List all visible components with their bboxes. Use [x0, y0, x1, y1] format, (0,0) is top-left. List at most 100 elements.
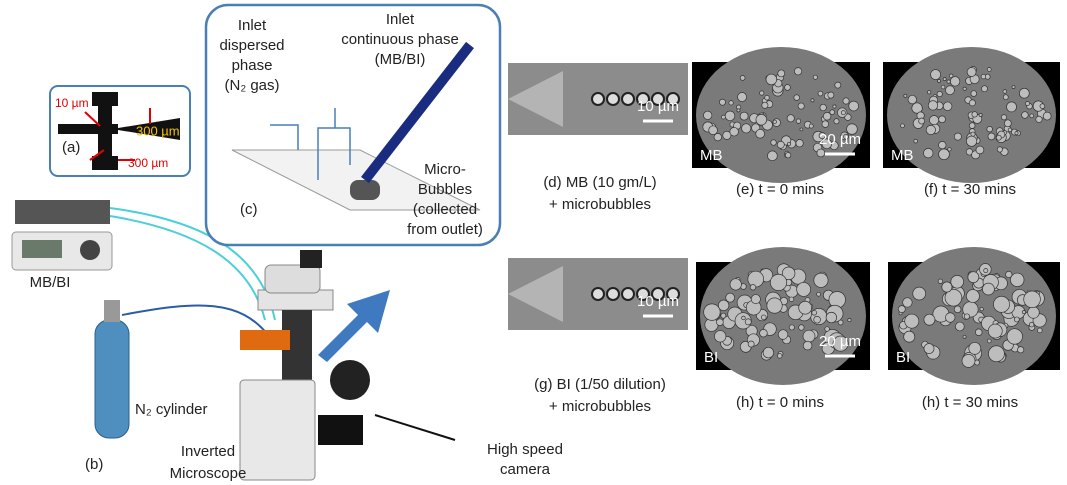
bubble: [725, 111, 735, 121]
bubble: [997, 147, 1002, 152]
bubble: [939, 141, 947, 149]
label: MB/BI: [30, 274, 71, 291]
bubble: [901, 124, 905, 128]
bubble: [981, 86, 987, 92]
bubble: [730, 279, 741, 290]
bubble: [1030, 114, 1034, 118]
bubble: [962, 354, 975, 367]
panel-label: (c): [240, 201, 258, 218]
bubble: [955, 322, 964, 331]
bubble: [950, 77, 960, 87]
bubble: [748, 341, 754, 347]
bubble: [938, 279, 943, 284]
bubble: [919, 118, 925, 124]
scale-label: 20 µm: [819, 131, 861, 148]
bubble: [817, 292, 821, 296]
image-tag: MB: [700, 147, 723, 164]
bubble: [777, 354, 782, 359]
pointer: [375, 415, 455, 440]
scale-label: 20 µm: [819, 333, 861, 350]
bubble: [798, 103, 804, 109]
bubble: [794, 68, 801, 75]
bubble: [767, 298, 782, 313]
bubble: [818, 91, 823, 96]
bubble: [971, 132, 975, 136]
bubble: [740, 112, 748, 120]
image-tag: BI: [704, 349, 718, 366]
bubble: [928, 101, 937, 110]
bubble: [785, 85, 791, 91]
bubble: [982, 283, 994, 295]
bubble: [1019, 88, 1029, 98]
bubble: [828, 92, 834, 98]
bubble: [814, 273, 828, 287]
bubble: [967, 68, 976, 77]
bubble: [939, 149, 950, 160]
bubble: [903, 298, 913, 308]
bubble: [750, 285, 756, 291]
bubble: [794, 95, 800, 101]
bubble: [968, 272, 979, 283]
bubble: [771, 140, 777, 146]
bubble: [812, 310, 817, 315]
bubble: [1043, 112, 1051, 120]
bubble: [773, 120, 776, 123]
bubble: [803, 330, 815, 342]
bubble: [703, 111, 711, 119]
bubble: [1025, 101, 1029, 105]
bubble: [996, 135, 1001, 140]
bubble: [963, 87, 966, 90]
label: (MB/BI): [375, 51, 426, 68]
bubble: [946, 86, 955, 95]
bubble: [796, 140, 803, 147]
bubble: [622, 288, 634, 300]
bubble: [1024, 291, 1041, 308]
bubble: [939, 116, 946, 123]
bubble: [826, 312, 837, 323]
bubble: [924, 314, 935, 325]
bubble: [924, 148, 934, 158]
bubble: [979, 113, 982, 116]
bubble: [1004, 120, 1011, 127]
bubble: [789, 297, 794, 302]
bubble: [737, 109, 740, 112]
bubble: [777, 141, 784, 148]
syringe-pump: [12, 200, 112, 270]
label: Inverted: [181, 443, 235, 460]
bubble: [975, 329, 982, 336]
bubble: [1001, 115, 1006, 120]
bubble: [1014, 317, 1019, 322]
bubble: [966, 136, 976, 146]
bubble: [740, 76, 745, 81]
label: (collected: [413, 201, 477, 218]
bubble: [1040, 104, 1045, 109]
bubble: [1015, 132, 1018, 135]
caption: (e) t = 0 mins: [736, 181, 824, 198]
bubble: [947, 80, 950, 83]
bubble: [748, 271, 764, 287]
bubble: [820, 104, 827, 111]
bubble: [803, 341, 812, 350]
bubble: [789, 325, 794, 330]
bubble: [942, 282, 952, 292]
label: Microscope: [170, 465, 247, 482]
bubble: [927, 91, 930, 94]
caption: (h) t = 30 mins: [922, 394, 1018, 411]
bubble: [1029, 322, 1034, 327]
bubble: [1036, 116, 1042, 122]
bubble: [926, 125, 935, 134]
bubble: [766, 74, 777, 85]
bubble: [908, 95, 917, 104]
label: N₂ cylinder: [135, 401, 208, 418]
bubble: [969, 123, 975, 129]
bubble: [778, 70, 785, 77]
bubble: [1003, 90, 1007, 94]
bubble: [841, 111, 845, 115]
bubble: [938, 79, 941, 82]
bubble: [904, 94, 907, 97]
caption: (f) t = 30 mins: [924, 181, 1016, 198]
bubble: [729, 101, 733, 105]
panel-label: (a): [62, 139, 80, 156]
bubble: [814, 316, 821, 323]
bubble: [834, 119, 839, 124]
